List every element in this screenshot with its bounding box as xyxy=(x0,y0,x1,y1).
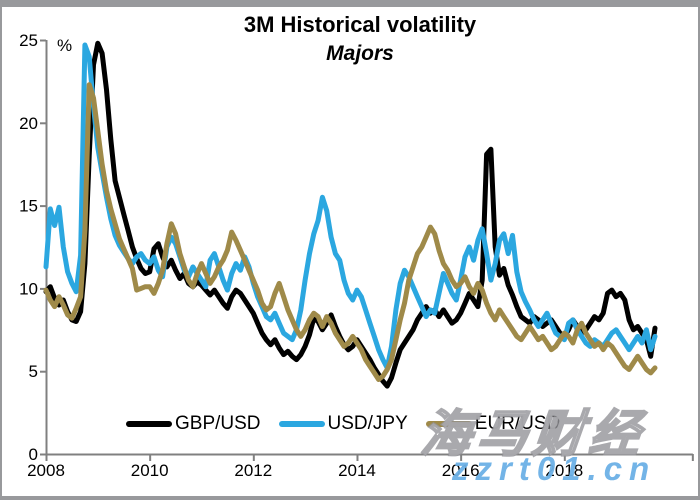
svg-text:5: 5 xyxy=(29,362,38,381)
svg-text:2014: 2014 xyxy=(338,461,376,480)
legend-item-eurusd: EUR/USD xyxy=(425,413,561,435)
svg-text:10: 10 xyxy=(19,279,38,298)
svg-text:2008: 2008 xyxy=(27,461,65,480)
svg-text:2012: 2012 xyxy=(234,461,272,480)
watermark-url: zzrt01.cn xyxy=(452,450,657,487)
chart-title: 3M Historical volatility xyxy=(243,12,477,37)
svg-text:20: 20 xyxy=(19,114,38,133)
eurusd-line-swatch xyxy=(425,421,472,427)
svg-text:2010: 2010 xyxy=(131,461,169,480)
chart-subtitle: Majors xyxy=(326,42,394,65)
legend-label-eurusd: EUR/USD xyxy=(474,413,561,434)
gbpusd-line-swatch xyxy=(126,421,172,427)
svg-text:15: 15 xyxy=(19,197,38,216)
legend: GBP/USD USD/JPY EUR/USD xyxy=(126,413,560,435)
svg-text:25: 25 xyxy=(19,31,38,50)
y-axis-unit-label: % xyxy=(57,36,73,55)
chart-background xyxy=(2,7,698,496)
legend-item-gbpusd: GBP/USD xyxy=(126,413,261,435)
svg-text:0: 0 xyxy=(29,445,38,464)
legend-item-usdjpy: USD/JPY xyxy=(278,413,408,435)
svg-text:2018: 2018 xyxy=(545,461,583,480)
legend-label-usdjpy: USD/JPY xyxy=(327,413,408,434)
usdjpy-line-swatch xyxy=(278,421,325,427)
svg-text:2016: 2016 xyxy=(442,461,480,480)
legend-label-gbpusd: GBP/USD xyxy=(175,413,261,434)
